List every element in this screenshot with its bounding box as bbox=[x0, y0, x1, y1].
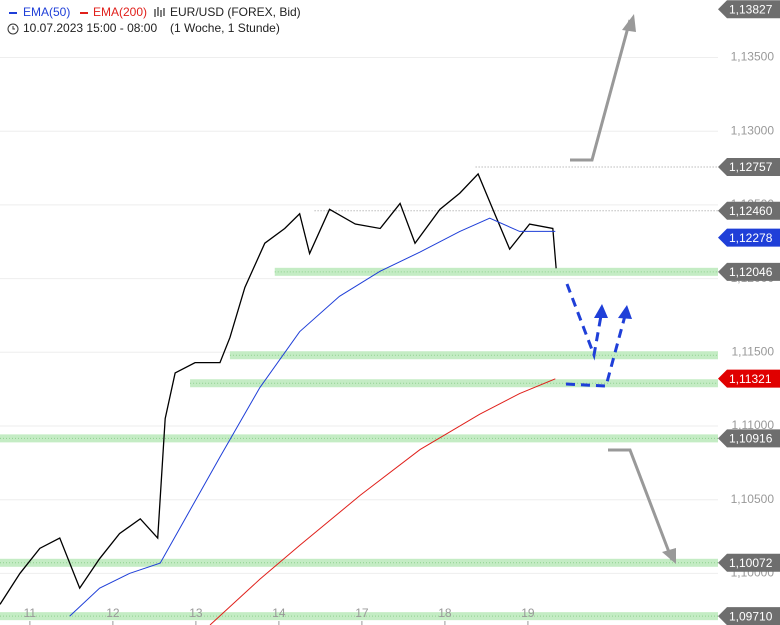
price-marker bbox=[718, 607, 780, 625]
x-tick-label: 13 bbox=[189, 606, 203, 620]
price-marker bbox=[718, 369, 780, 388]
x-tick-label: 19 bbox=[521, 606, 535, 620]
price-axis: 1,100001,105001,110001,115001,120001,125… bbox=[24, 0, 780, 625]
arrow-head bbox=[622, 14, 636, 32]
price-marker-label: 1,10072 bbox=[729, 556, 773, 570]
support-zone bbox=[0, 558, 718, 567]
series-line bbox=[0, 172, 557, 605]
arrow-head bbox=[594, 304, 608, 318]
price-marker-label: 1,12757 bbox=[729, 160, 773, 174]
y-tick-label: 1,10500 bbox=[731, 492, 775, 506]
clock-icon bbox=[7, 23, 19, 35]
x-tick-label: 12 bbox=[106, 606, 120, 620]
candle-icon bbox=[154, 7, 165, 17]
x-tick-label: 14 bbox=[272, 606, 286, 620]
y-tick-label: 1,11500 bbox=[732, 344, 775, 358]
price-marker-label: 1,12046 bbox=[729, 265, 773, 279]
data-layer bbox=[0, 172, 557, 625]
x-tick-label: 11 bbox=[24, 606, 37, 620]
price-marker bbox=[718, 228, 780, 247]
price-marker bbox=[718, 0, 780, 19]
arrow-head bbox=[618, 305, 632, 319]
support-zone bbox=[274, 267, 718, 276]
support-zone bbox=[190, 379, 718, 388]
price-marker bbox=[718, 553, 780, 572]
support-zone bbox=[229, 351, 718, 360]
y-tick-label: 1,13500 bbox=[731, 50, 775, 64]
header: EMA(50) EMA(200) EUR/USD (FOREX, Bid) 10… bbox=[7, 5, 301, 35]
date-range: 10.07.2023 15:00 - 08:00 bbox=[23, 21, 157, 35]
y-tick-label: 1,13000 bbox=[731, 123, 775, 137]
legend-label: EMA(200) bbox=[93, 5, 147, 19]
price-marker bbox=[718, 158, 780, 177]
price-marker-label: 1,12460 bbox=[729, 204, 773, 218]
arrow-up bbox=[570, 19, 632, 162]
legend-label: EMA(50) bbox=[23, 5, 70, 19]
x-tick-label: 17 bbox=[355, 606, 369, 620]
price-marker bbox=[718, 429, 780, 448]
price-marker-label: 1,11321 bbox=[729, 372, 772, 386]
scenario-arrows bbox=[565, 14, 676, 564]
support-zone bbox=[0, 612, 718, 621]
dashed-arrow bbox=[565, 283, 604, 361]
series-line bbox=[209, 378, 556, 625]
price-marker-label: 1,09710 bbox=[729, 609, 773, 623]
clock-hands bbox=[12, 26, 15, 30]
x-tick-label: 18 bbox=[438, 606, 452, 620]
dashed-arrow bbox=[565, 311, 628, 388]
background-layer bbox=[0, 56, 718, 625]
arrow-head bbox=[662, 548, 676, 564]
price-marker bbox=[718, 201, 780, 220]
period: (1 Woche, 1 Stunde) bbox=[170, 21, 280, 35]
price-marker bbox=[718, 262, 780, 281]
y-tick-label: 1,11000 bbox=[732, 418, 775, 432]
support-zone bbox=[0, 434, 718, 443]
price-marker-label: 1,10916 bbox=[729, 432, 773, 446]
price-marker-label: 1,13827 bbox=[729, 2, 773, 16]
legend-label: EUR/USD (FOREX, Bid) bbox=[170, 5, 301, 19]
price-marker-label: 1,12278 bbox=[729, 231, 773, 245]
series-line bbox=[69, 217, 556, 617]
arrow-down bbox=[608, 448, 674, 561]
